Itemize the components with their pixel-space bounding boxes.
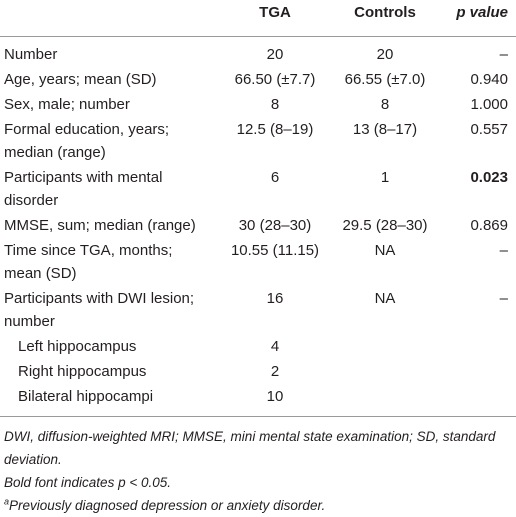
table-cell: 0.023: [470, 169, 508, 186]
row-label: Bilateral hippocampi: [0, 384, 220, 417]
table-cell: 29.5 (28–30): [342, 217, 428, 234]
header-cell: TGA: [220, 0, 330, 37]
row-label: Number: [0, 37, 220, 68]
table-cell: [440, 334, 516, 359]
row-label: MMSE, sum; median (range): [0, 213, 220, 238]
footnote: aPreviously diagnosed depression or anxi…: [4, 494, 512, 517]
table-cell: 10.55 (11.15): [230, 242, 320, 259]
table-cell: 12.5 (8–19): [236, 121, 314, 138]
label-line: median (range): [4, 144, 106, 161]
label-line: Right hippocampus: [18, 363, 147, 380]
footnote-text: Previously diagnosed depression or anxie…: [9, 498, 326, 513]
label-line: Number: [4, 46, 58, 63]
row-label: Right hippocampus: [0, 359, 220, 384]
table-cell: 1.000: [470, 96, 508, 113]
label-line: number: [4, 313, 55, 330]
table-row: Participants with mental disorder 6 1 0.023: [0, 165, 516, 213]
table-cell: –: [499, 242, 508, 259]
table-cell: –: [499, 290, 508, 307]
label-line: disorder: [4, 192, 59, 209]
table-row: Number 20 20 –: [0, 37, 516, 68]
table-cell: [440, 384, 516, 417]
table-cell: 30 (28–30): [238, 217, 312, 234]
table-row: Sex, male; number 8 8 1.000: [0, 92, 516, 117]
label-line: Left hippocampus: [18, 338, 137, 355]
table-row: Age, years; mean (SD) 66.50 (±7.7) 66.55 (…: [0, 67, 516, 92]
table-body: Number 20 20 – Age, years; mean (SD) 66.50 (±…: [0, 37, 516, 417]
table-cell: [330, 334, 440, 359]
table-cell: 66.55 (±7.0): [344, 71, 426, 88]
table-row: Bilateral hippocampi 10: [0, 384, 516, 417]
label-line: Time since TGA, months;: [4, 242, 173, 259]
table-cell: 0.557: [470, 121, 508, 138]
footnote: Bold font indicates p < 0.05.: [4, 475, 171, 490]
header-cell: p value: [440, 0, 516, 37]
table-cell: 13 (8–17): [352, 121, 418, 138]
table-row: Left hippocampus 4: [0, 334, 516, 359]
table-cell: 20: [266, 46, 284, 63]
table-cell: –: [499, 46, 508, 63]
table: TGA Controls p value Number 20 20 – Age, yea…: [0, 0, 516, 417]
row-label: Participants with DWI lesion; number: [0, 286, 220, 334]
table-cell: 8: [380, 96, 390, 113]
table-cell: 1: [380, 169, 390, 186]
table-row: Right hippocampus 2: [0, 359, 516, 384]
row-label: Sex, male; number: [0, 92, 220, 117]
footnote: DWI, diffusion-weighted MRI; MMSE, mini …: [4, 429, 496, 467]
table-cell: [330, 384, 440, 417]
table-cell: 0.940: [470, 71, 508, 88]
table-cell: NA: [374, 290, 396, 307]
table-cell: [330, 359, 440, 384]
table-cell: 8: [270, 96, 280, 113]
header-row: TGA Controls p value: [0, 0, 516, 37]
table-cell: 66.50 (±7.7): [234, 71, 316, 88]
table-row: Participants with DWI lesion; number 16 NA –: [0, 286, 516, 334]
label-line: Formal education, years;: [4, 121, 170, 138]
label-line: Sex, male; number: [4, 96, 130, 113]
label-line: Participants with DWI lesion;: [4, 290, 195, 307]
table-row: Time since TGA, months; mean (SD) 10.55 (1…: [0, 238, 516, 286]
table-cell: [440, 359, 516, 384]
row-label: Left hippocampus: [0, 334, 220, 359]
label-line: Age, years; mean (SD): [4, 71, 157, 88]
label-line: Bilateral hippocampi: [18, 388, 154, 405]
table-cell: 4: [270, 338, 280, 355]
header-text: p value: [456, 4, 508, 21]
row-label: Age, years; mean (SD): [0, 67, 220, 92]
footnotes: DWI, diffusion-weighted MRI; MMSE, mini …: [0, 417, 516, 517]
table-cell: 0.869: [470, 217, 508, 234]
table-cell: 10: [266, 388, 284, 405]
row-label: Time since TGA, months; mean (SD): [0, 238, 220, 286]
label-line: Participants with mental: [4, 169, 163, 186]
table-cell: 6: [270, 169, 280, 186]
table-cell: 20: [376, 46, 394, 63]
row-label: Participants with mental disorder: [0, 165, 220, 213]
table-cell: NA: [374, 242, 396, 259]
label-line: MMSE, sum; median (range): [4, 217, 196, 234]
label-line: mean (SD): [4, 265, 77, 282]
header-cell: Controls: [330, 0, 440, 37]
footnote-marker: a: [4, 496, 10, 507]
row-label: Formal education, years; median (range): [0, 117, 220, 165]
table-cell: 2: [270, 363, 280, 380]
table-cell: 16: [266, 290, 284, 307]
table-row: MMSE, sum; median (range) 30 (28–30) 29.5 …: [0, 213, 516, 238]
table-row: Formal education, years; median (range) 12…: [0, 117, 516, 165]
